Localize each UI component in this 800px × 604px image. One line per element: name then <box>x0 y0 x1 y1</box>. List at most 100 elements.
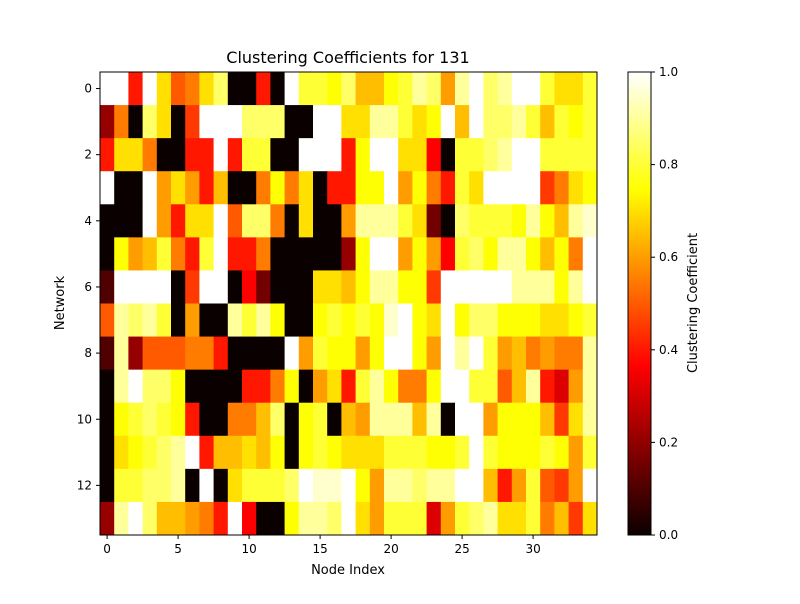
heatmap-cell <box>554 435 569 470</box>
heatmap-cell <box>100 237 115 271</box>
heatmap-cell <box>540 72 555 106</box>
heatmap-cell <box>242 336 257 371</box>
heatmap-cell <box>582 138 598 172</box>
heatmap-cell <box>156 171 172 205</box>
heatmap-cell <box>483 138 498 172</box>
heatmap-cell <box>511 105 527 139</box>
heatmap-cell <box>497 237 513 271</box>
heatmap-cell <box>227 171 243 205</box>
heatmap-cell <box>412 105 427 139</box>
heatmap-cell <box>440 435 456 470</box>
heatmap-cell <box>171 501 186 536</box>
y-tick-label: 4 <box>84 214 92 228</box>
heatmap-cell <box>483 204 498 238</box>
heatmap-cell <box>227 402 243 437</box>
heatmap-cell <box>511 369 527 404</box>
heatmap-cell <box>511 138 527 172</box>
heatmap-cell <box>128 237 143 271</box>
heatmap-cell <box>284 369 300 404</box>
heatmap-cell <box>128 204 143 238</box>
heatmap-cell <box>469 171 484 205</box>
heatmap-cell <box>341 369 356 404</box>
heatmap-cell <box>369 138 385 172</box>
heatmap-cell <box>384 402 399 437</box>
heatmap-cell <box>412 369 427 404</box>
heatmap-cell <box>298 237 314 271</box>
heatmap-cell <box>227 237 243 271</box>
heatmap-cell <box>483 336 498 371</box>
heatmap-cell <box>185 369 200 404</box>
heatmap-cell <box>426 237 442 271</box>
heatmap-cell <box>511 501 527 536</box>
heatmap-cell <box>298 468 314 503</box>
heatmap-cell <box>114 369 129 404</box>
heatmap-cell <box>270 435 285 470</box>
heatmap-cell <box>256 237 271 271</box>
heatmap-cell <box>142 435 158 470</box>
heatmap-cell <box>511 204 527 238</box>
heatmap-cell <box>298 501 314 536</box>
heatmap-cell <box>526 138 541 172</box>
heatmap-cell <box>185 270 200 304</box>
heatmap-cell <box>497 369 513 404</box>
heatmap-cell <box>128 468 143 503</box>
heatmap-cell <box>242 105 257 139</box>
heatmap-cell <box>511 468 527 503</box>
heatmap-cell <box>469 105 484 139</box>
heatmap-cell <box>341 237 356 271</box>
heatmap-cell <box>554 369 569 404</box>
colorbar-ticks: 0.0 0.2 0.4 0.6 0.8 1.0 <box>651 65 678 542</box>
heatmap-cell <box>327 336 342 371</box>
heatmap-cell <box>100 501 115 536</box>
heatmap-cell <box>554 270 569 304</box>
heatmap-cell <box>582 501 598 536</box>
heatmap-cell <box>313 204 328 238</box>
heatmap-cell <box>540 303 555 337</box>
heatmap-cell <box>199 138 214 172</box>
heatmap-cell <box>355 270 371 304</box>
heatmap-cell <box>469 204 484 238</box>
heatmap-cell <box>100 204 115 238</box>
heatmap-cell <box>156 435 172 470</box>
heatmap-cell <box>483 369 498 404</box>
heatmap-cell <box>142 105 158 139</box>
heatmap-cell <box>284 171 300 205</box>
heatmap-cell <box>554 303 569 337</box>
heatmap-cell <box>313 303 328 337</box>
heatmap-cell <box>270 138 285 172</box>
heatmap-cell <box>128 171 143 205</box>
heatmap-cell <box>412 138 427 172</box>
heatmap-cell <box>341 336 356 371</box>
heatmap-cell <box>426 468 442 503</box>
heatmap-cell <box>426 138 442 172</box>
heatmap-cell <box>128 303 143 337</box>
heatmap-cell <box>540 171 555 205</box>
heatmap-cell <box>469 72 484 106</box>
heatmap-cell <box>213 171 229 205</box>
heatmap-cell <box>426 204 442 238</box>
heatmap-cell <box>327 138 342 172</box>
heatmap-cell <box>313 402 328 437</box>
heatmap-cell <box>114 468 129 503</box>
heatmap-cells <box>100 72 598 536</box>
heatmap-cell <box>440 402 456 437</box>
heatmap-cell <box>242 72 257 106</box>
heatmap-cell <box>540 435 555 470</box>
heatmap-cell <box>213 468 229 503</box>
heatmap-cell <box>568 171 584 205</box>
heatmap-cell <box>469 336 484 371</box>
heatmap-cell <box>384 105 399 139</box>
plot-frame <box>99 71 598 536</box>
heatmap-cell <box>142 270 158 304</box>
heatmap-cell <box>100 303 115 337</box>
heatmap-cell <box>185 336 200 371</box>
heatmap-cell <box>398 435 413 470</box>
heatmap-cell <box>100 105 115 139</box>
heatmap-cell <box>540 105 555 139</box>
heatmap-cell <box>142 171 158 205</box>
heatmap-cell <box>313 336 328 371</box>
y-tick-label: 12 <box>77 478 92 492</box>
heatmap-cell <box>327 369 342 404</box>
heatmap-cell <box>114 501 129 536</box>
heatmap-cell <box>284 105 300 139</box>
